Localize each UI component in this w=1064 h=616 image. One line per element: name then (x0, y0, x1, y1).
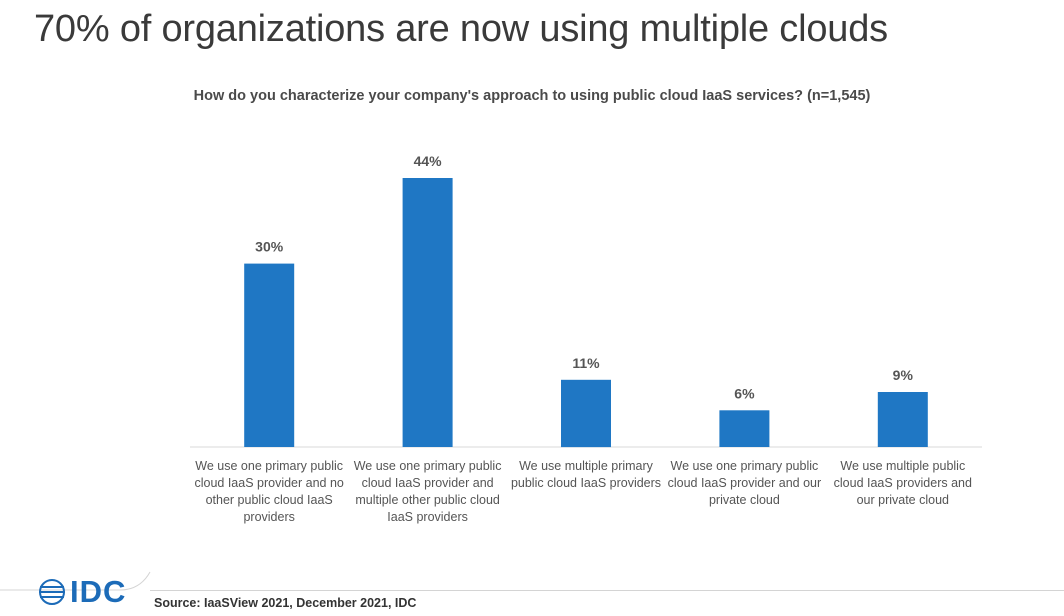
category-label-4: We use one primary public cloud IaaS pro… (667, 459, 822, 507)
idc-globe-icon (39, 579, 65, 605)
bar-4 (719, 410, 770, 447)
page-title: 70% of organizations are now using multi… (34, 8, 888, 50)
source-note: Source: IaaSView 2021, December 2021, ID… (154, 596, 417, 610)
footer-divider (150, 590, 1064, 591)
logo-text: IDC (70, 574, 127, 609)
category-label-3: We use multiple primary public cloud Iaa… (510, 459, 662, 490)
bar-3 (561, 379, 611, 448)
value-label-5: 9% (893, 367, 914, 383)
bar-chart: 30% 44% 11% 6% 9% (190, 153, 982, 448)
value-label-2: 44% (414, 153, 443, 169)
bar-1 (244, 263, 295, 447)
value-label-1: 30% (255, 239, 284, 255)
bar-2 (402, 178, 453, 447)
category-label-5: We use multiple public cloud IaaS provid… (833, 459, 972, 507)
bar-5 (877, 392, 928, 447)
idc-logo: IDC (38, 574, 126, 610)
value-label-3: 11% (572, 355, 600, 371)
chart-title: How do you characterize your company's a… (193, 88, 871, 104)
value-label-4: 6% (734, 385, 755, 401)
footer-curve (0, 571, 151, 591)
category-label-1: We use one primary public cloud IaaS pro… (194, 459, 344, 524)
category-label-2: We use one primary public cloud IaaS pro… (353, 459, 502, 524)
